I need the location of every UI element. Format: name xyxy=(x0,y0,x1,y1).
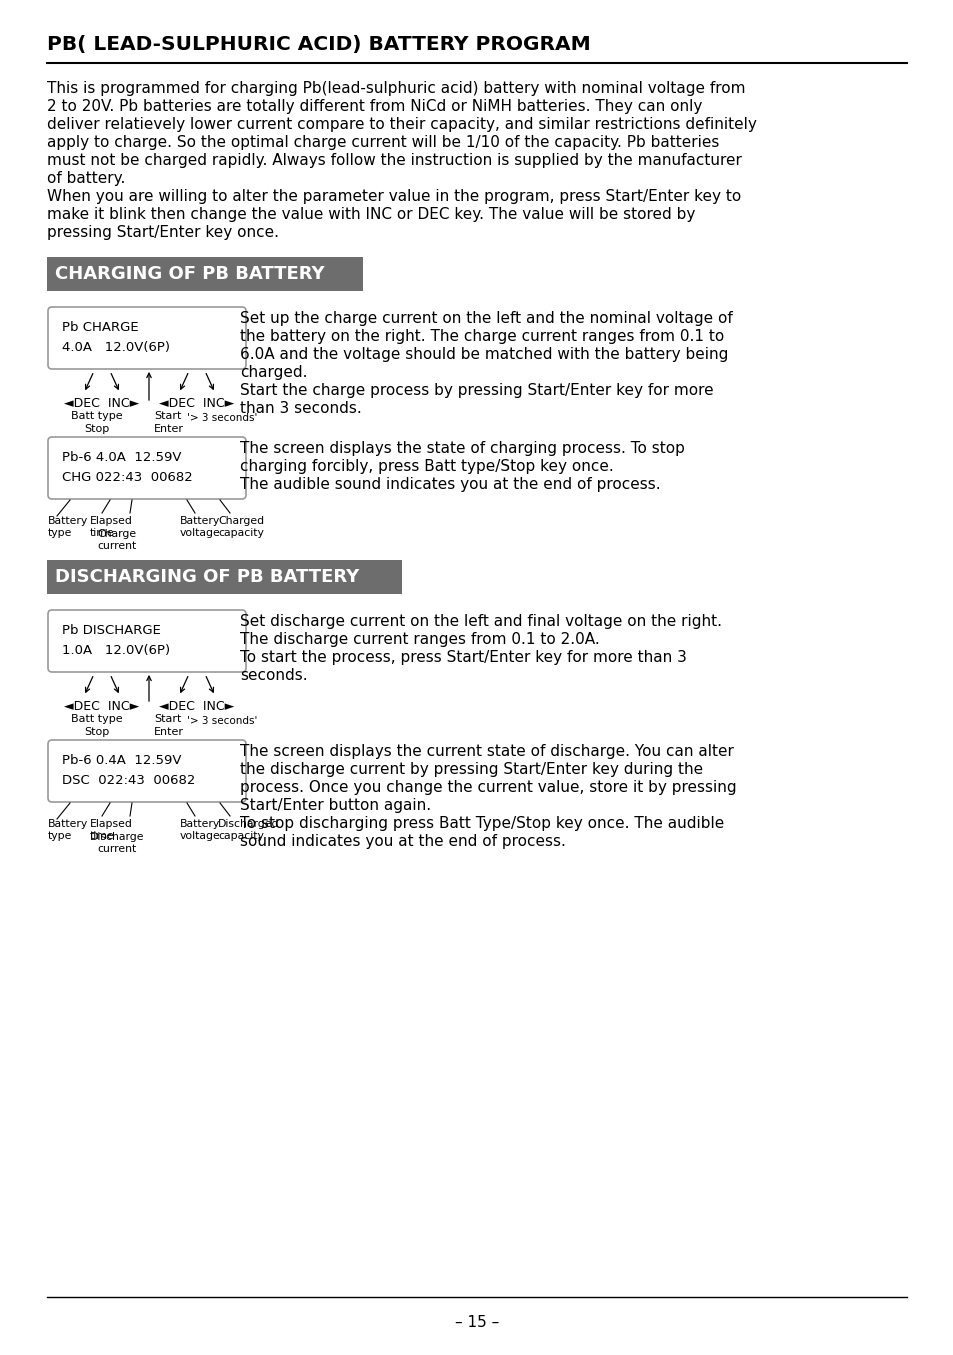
Text: Elapsed
time: Elapsed time xyxy=(90,516,132,538)
Text: Pb-6 0.4A  12.59V: Pb-6 0.4A 12.59V xyxy=(62,753,181,767)
Text: – 15 –: – 15 – xyxy=(455,1314,498,1331)
Text: Pb DISCHARGE: Pb DISCHARGE xyxy=(62,625,161,637)
FancyBboxPatch shape xyxy=(48,308,246,369)
Text: Start: Start xyxy=(153,714,181,724)
Text: '> 3 seconds': '> 3 seconds' xyxy=(187,715,257,726)
Text: Pb-6 4.0A  12.59V: Pb-6 4.0A 12.59V xyxy=(62,451,181,463)
Text: The screen displays the state of charging process. To stop: The screen displays the state of chargin… xyxy=(240,440,684,457)
FancyBboxPatch shape xyxy=(48,740,246,802)
Text: Charged
capacity: Charged capacity xyxy=(218,516,264,538)
Text: 4.0A   12.0V(6P): 4.0A 12.0V(6P) xyxy=(62,341,170,354)
Text: make it blink then change the value with INC or DEC key. The value will be store: make it blink then change the value with… xyxy=(47,207,695,222)
Text: pressing Start/Enter key once.: pressing Start/Enter key once. xyxy=(47,225,278,240)
Text: '> 3 seconds': '> 3 seconds' xyxy=(187,413,257,423)
Text: When you are willing to alter the parameter value in the program, press Start/En: When you are willing to alter the parame… xyxy=(47,188,740,205)
Text: PB( LEAD-SULPHURIC ACID) BATTERY PROGRAM: PB( LEAD-SULPHURIC ACID) BATTERY PROGRAM xyxy=(47,35,590,54)
Text: 6.0A and the voltage should be matched with the battery being: 6.0A and the voltage should be matched w… xyxy=(240,347,727,362)
Text: Charge
current: Charge current xyxy=(97,528,136,550)
Text: Start: Start xyxy=(153,411,181,421)
Text: The screen displays the current state of discharge. You can alter: The screen displays the current state of… xyxy=(240,744,733,759)
Text: To stop discharging press Batt Type/Stop key once. The audible: To stop discharging press Batt Type/Stop… xyxy=(240,816,723,831)
Text: sound indicates you at the end of process.: sound indicates you at the end of proces… xyxy=(240,833,565,850)
Text: Discharged
capacity: Discharged capacity xyxy=(218,818,279,840)
Text: Elapsed
time: Elapsed time xyxy=(90,818,132,840)
Text: This is programmed for charging Pb(lead-sulphuric acid) battery with nominal vol: This is programmed for charging Pb(lead-… xyxy=(47,81,744,96)
Text: than 3 seconds.: than 3 seconds. xyxy=(240,401,361,416)
Text: ◄DEC  INC►: ◄DEC INC► xyxy=(64,397,139,411)
Text: The discharge current ranges from 0.1 to 2.0A.: The discharge current ranges from 0.1 to… xyxy=(240,631,599,646)
Text: Start/Enter button again.: Start/Enter button again. xyxy=(240,798,431,813)
Text: CHARGING OF PB BATTERY: CHARGING OF PB BATTERY xyxy=(55,266,324,283)
Text: 1.0A   12.0V(6P): 1.0A 12.0V(6P) xyxy=(62,644,170,657)
Text: DISCHARGING OF PB BATTERY: DISCHARGING OF PB BATTERY xyxy=(55,568,359,585)
Text: Stop: Stop xyxy=(84,424,110,434)
Text: charging forcibly, press Batt type/Stop key once.: charging forcibly, press Batt type/Stop … xyxy=(240,459,613,474)
FancyBboxPatch shape xyxy=(47,257,363,291)
Text: Battery
type: Battery type xyxy=(48,516,89,538)
Text: To start the process, press Start/Enter key for more than 3: To start the process, press Start/Enter … xyxy=(240,650,686,665)
Text: Pb CHARGE: Pb CHARGE xyxy=(62,321,138,333)
Text: process. Once you change the current value, store it by pressing: process. Once you change the current val… xyxy=(240,780,736,795)
Text: of battery.: of battery. xyxy=(47,171,125,186)
FancyBboxPatch shape xyxy=(47,560,401,593)
Text: Batt type: Batt type xyxy=(71,714,123,724)
Text: 2 to 20V. Pb batteries are totally different from NiCd or NiMH batteries. They c: 2 to 20V. Pb batteries are totally diffe… xyxy=(47,99,701,114)
Text: Battery
voltage: Battery voltage xyxy=(180,818,220,840)
Text: Set up the charge current on the left and the nominal voltage of: Set up the charge current on the left an… xyxy=(240,312,732,327)
FancyBboxPatch shape xyxy=(48,438,246,499)
FancyBboxPatch shape xyxy=(48,610,246,672)
Text: Stop: Stop xyxy=(84,728,110,737)
Text: seconds.: seconds. xyxy=(240,668,307,683)
Text: Batt type: Batt type xyxy=(71,411,123,421)
Text: The audible sound indicates you at the end of process.: The audible sound indicates you at the e… xyxy=(240,477,659,492)
Text: ◄DEC  INC►: ◄DEC INC► xyxy=(159,701,234,713)
Text: the discharge current by pressing Start/Enter key during the: the discharge current by pressing Start/… xyxy=(240,762,702,776)
Text: Battery
type: Battery type xyxy=(48,818,89,840)
Text: deliver relatievely lower current compare to their capacity, and similar restric: deliver relatievely lower current compar… xyxy=(47,117,756,131)
Text: Enter: Enter xyxy=(153,728,184,737)
Text: DSC  022:43  00682: DSC 022:43 00682 xyxy=(62,774,195,787)
Text: must not be charged rapidly. Always follow the instruction is supplied by the ma: must not be charged rapidly. Always foll… xyxy=(47,153,741,168)
Text: ◄DEC  INC►: ◄DEC INC► xyxy=(64,701,139,713)
Text: Start the charge process by pressing Start/Enter key for more: Start the charge process by pressing Sta… xyxy=(240,383,713,398)
Text: the battery on the right. The charge current ranges from 0.1 to: the battery on the right. The charge cur… xyxy=(240,329,723,344)
Text: CHG 022:43  00682: CHG 022:43 00682 xyxy=(62,472,193,484)
Text: ◄DEC  INC►: ◄DEC INC► xyxy=(159,397,234,411)
Text: apply to charge. So the optimal charge current will be 1/10 of the capacity. Pb : apply to charge. So the optimal charge c… xyxy=(47,136,719,150)
Text: Enter: Enter xyxy=(153,424,184,434)
Text: Discharge
current: Discharge current xyxy=(90,832,144,854)
Text: charged.: charged. xyxy=(240,364,307,379)
Text: Set discharge current on the left and final voltage on the right.: Set discharge current on the left and fi… xyxy=(240,614,721,629)
Text: Battery
voltage: Battery voltage xyxy=(180,516,220,538)
